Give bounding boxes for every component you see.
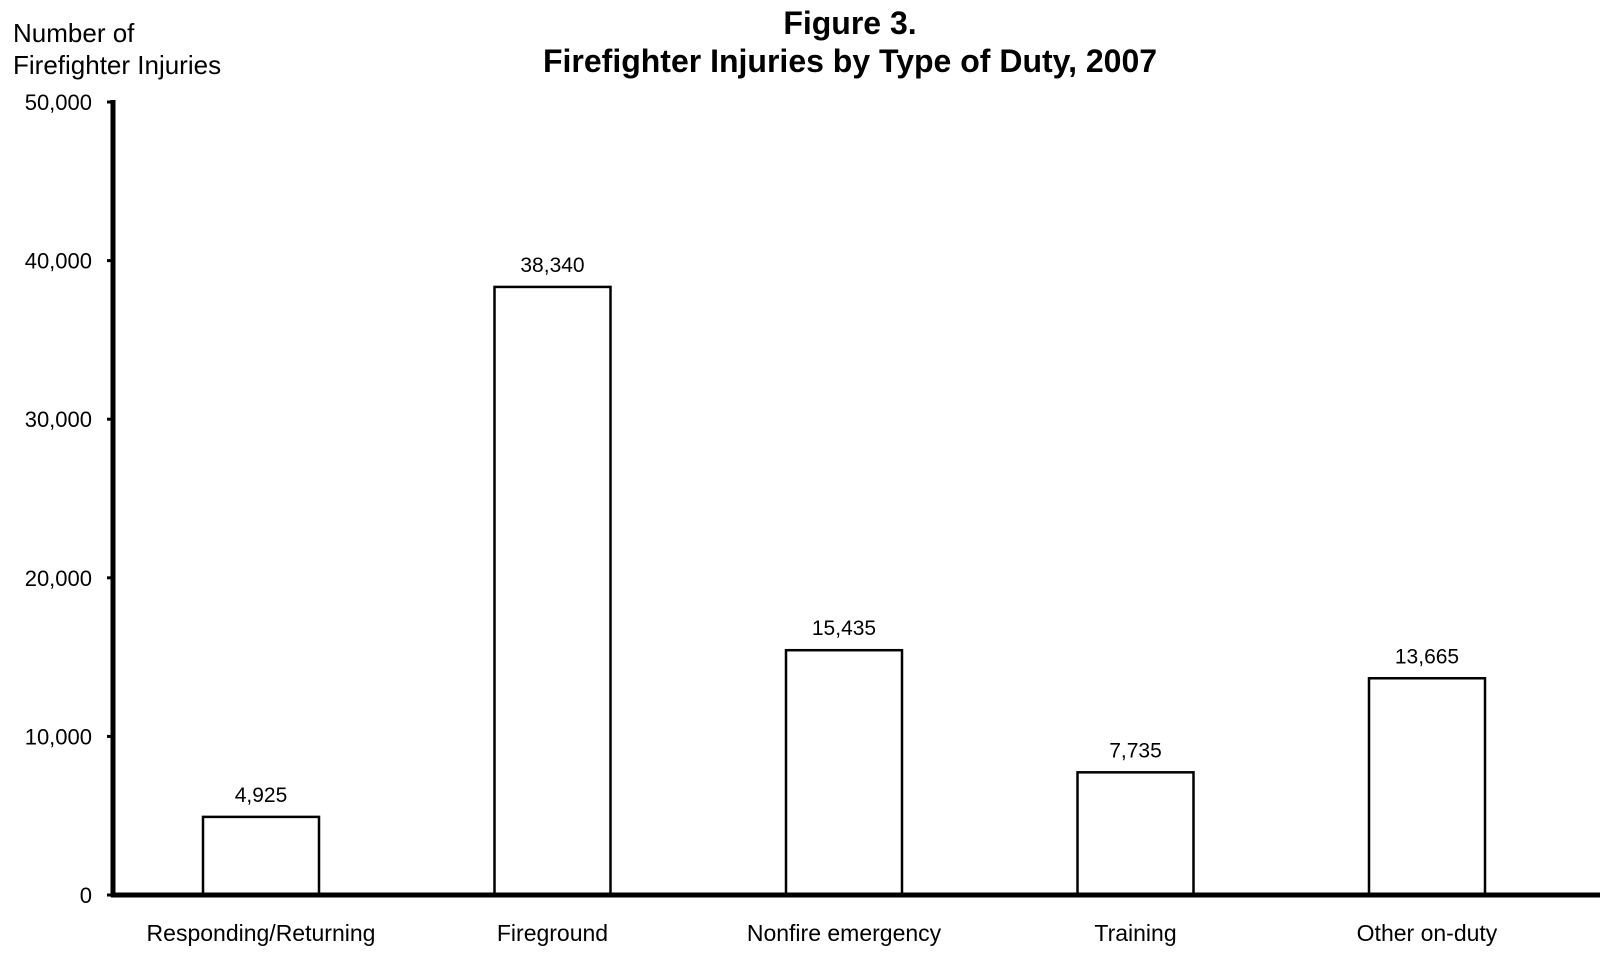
y-axis-label-line-1: Number of <box>13 18 135 48</box>
data-label-1: 4,925 <box>235 784 288 807</box>
chart-subtitle: Firefighter Injuries by Type of Duty, 20… <box>542 43 1158 79</box>
y-tick-label-2: 10,000 <box>25 724 92 749</box>
x-tick-label-2: Fireground <box>497 920 608 946</box>
bar-5 <box>1367 677 1487 897</box>
bar-1 <box>201 815 321 897</box>
y-tick-label-3: 20,000 <box>25 566 92 591</box>
y-tick-label-1: 0 <box>80 883 92 908</box>
y-tick-label-4: 30,000 <box>25 407 92 432</box>
data-label-4: 7,735 <box>1109 739 1162 762</box>
bar-3 <box>784 648 904 897</box>
x-tick-label-4: Training <box>1094 920 1176 946</box>
data-label-5: 13,665 <box>1395 645 1459 668</box>
chart-title: Figure 3. <box>783 5 917 41</box>
bar-2 <box>493 285 612 897</box>
data-label-2: 38,340 <box>520 254 584 277</box>
x-tick-label-5: Other on-duty <box>1357 920 1498 946</box>
x-tick-label-1: Responding/Returning <box>147 920 376 946</box>
bar-4 <box>1076 771 1195 897</box>
x-tick-label-3: Nonfire emergency <box>747 920 942 946</box>
y-axis-label-line-2: Firefighter Injuries <box>13 50 222 80</box>
data-label-3: 15,435 <box>812 617 876 640</box>
y-tick-label-5: 40,000 <box>25 249 92 274</box>
y-tick-label-6: 50,000 <box>25 90 92 115</box>
